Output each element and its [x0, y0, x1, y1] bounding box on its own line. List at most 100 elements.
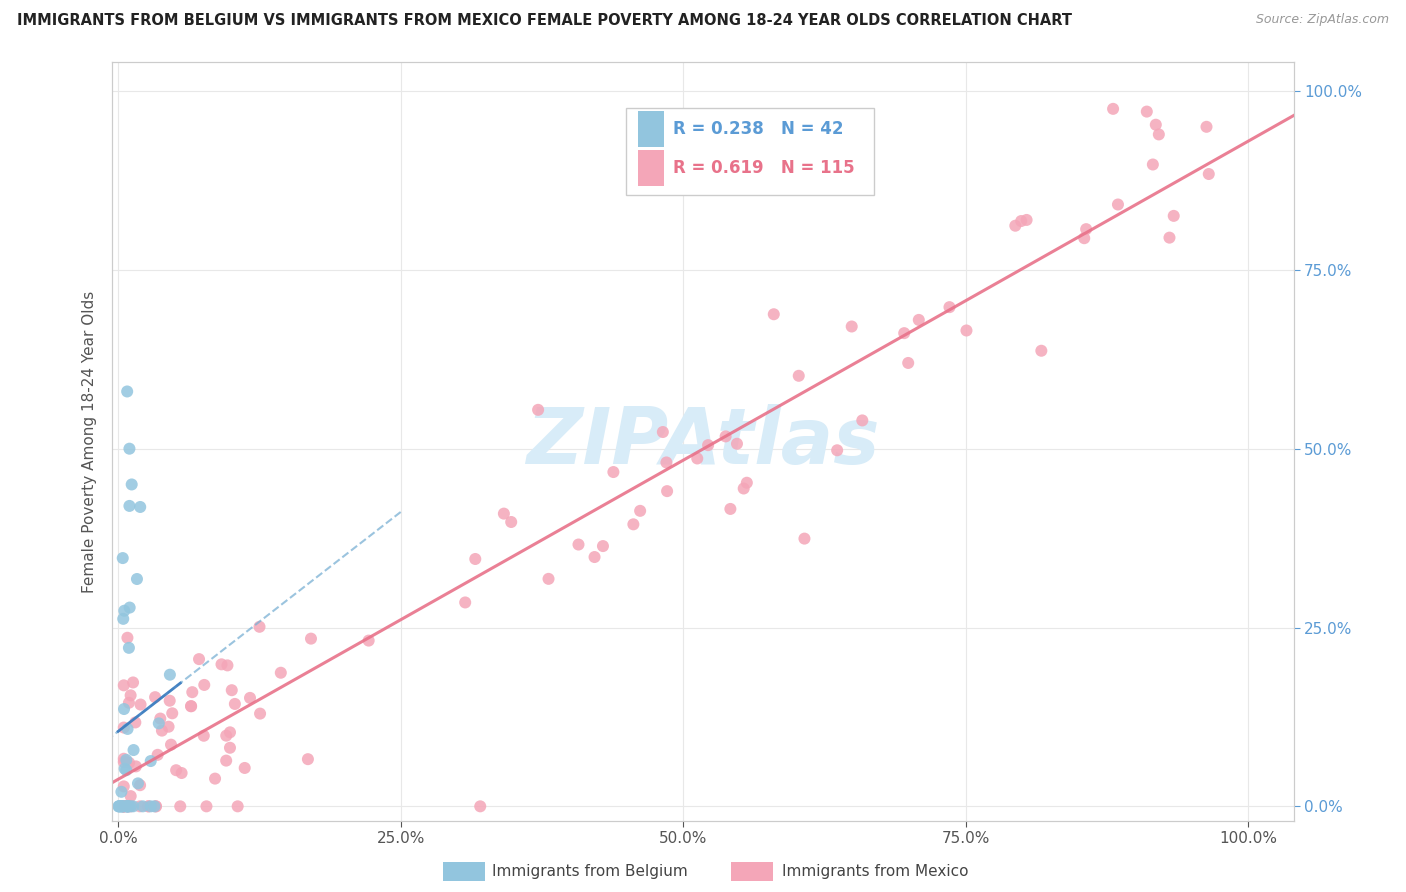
Point — [108, 799, 131, 814]
Point — [233, 761, 256, 775]
Point — [1004, 219, 1026, 233]
Point — [112, 799, 135, 814]
Point — [188, 652, 211, 666]
Point — [1159, 230, 1181, 244]
Point — [112, 780, 135, 794]
Point — [204, 772, 226, 786]
Point — [193, 729, 215, 743]
Point — [1031, 343, 1053, 358]
Point — [170, 766, 193, 780]
Point — [114, 799, 136, 814]
Point — [111, 551, 134, 566]
Point — [138, 799, 160, 814]
Point — [112, 799, 135, 814]
Point — [146, 747, 169, 762]
Point — [132, 799, 155, 814]
Point — [112, 755, 135, 769]
Point — [112, 604, 135, 618]
Point — [112, 702, 135, 716]
Point — [955, 324, 977, 338]
Point — [787, 368, 810, 383]
Point — [527, 402, 550, 417]
Point — [825, 443, 848, 458]
Point — [120, 799, 142, 814]
Point — [128, 799, 150, 814]
Point — [124, 715, 146, 730]
Point — [1195, 120, 1218, 134]
Point — [117, 799, 139, 814]
Text: R = 0.238   N = 42: R = 0.238 N = 42 — [673, 120, 844, 138]
Point — [464, 552, 486, 566]
Point — [1076, 222, 1098, 236]
Point — [454, 595, 477, 609]
Point — [129, 698, 152, 712]
Point — [592, 539, 614, 553]
Point — [118, 499, 141, 513]
Point — [150, 723, 173, 738]
Point — [686, 451, 709, 466]
Point — [628, 504, 651, 518]
Point — [1198, 167, 1220, 181]
Point — [118, 696, 141, 710]
Point — [1163, 209, 1185, 223]
Point — [118, 442, 141, 456]
Point — [136, 799, 159, 814]
Point — [120, 789, 142, 804]
Point — [655, 484, 678, 499]
Point — [725, 436, 748, 450]
Point — [149, 712, 172, 726]
Point — [115, 799, 138, 814]
Point — [501, 515, 523, 529]
Point — [112, 678, 135, 692]
Text: Source: ZipAtlas.com: Source: ZipAtlas.com — [1256, 13, 1389, 27]
Point — [125, 572, 148, 586]
Point — [117, 722, 139, 736]
Point — [108, 799, 131, 814]
Point — [215, 729, 238, 743]
Point — [1136, 104, 1159, 119]
Point — [110, 799, 132, 814]
Point — [733, 482, 755, 496]
Point — [120, 798, 142, 813]
Point — [162, 706, 184, 721]
Point — [143, 690, 166, 705]
Point — [145, 799, 167, 814]
Point — [117, 799, 139, 814]
Point — [181, 685, 204, 699]
Point — [169, 799, 191, 814]
Point — [112, 612, 135, 626]
Point — [1107, 197, 1129, 211]
Point — [907, 313, 929, 327]
Point — [112, 799, 135, 814]
Point — [159, 694, 181, 708]
Point — [121, 477, 143, 491]
Point — [226, 799, 249, 814]
Point — [492, 507, 515, 521]
Point — [117, 799, 139, 814]
Point — [115, 799, 138, 814]
Point — [211, 657, 233, 672]
Text: IMMIGRANTS FROM BELGIUM VS IMMIGRANTS FROM MEXICO FEMALE POVERTY AMONG 18-24 YEA: IMMIGRANTS FROM BELGIUM VS IMMIGRANTS FR… — [17, 13, 1071, 29]
Point — [115, 763, 138, 777]
Point — [270, 665, 292, 680]
Point — [1015, 213, 1038, 227]
Point — [297, 752, 319, 766]
Point — [1073, 231, 1095, 245]
Point — [159, 667, 181, 681]
Point — [111, 799, 134, 814]
Point — [129, 500, 152, 514]
Point — [117, 631, 139, 645]
Point — [193, 678, 215, 692]
Point — [621, 517, 644, 532]
Point — [114, 762, 136, 776]
Point — [180, 699, 202, 714]
Text: Immigrants from Mexico: Immigrants from Mexico — [782, 864, 969, 879]
Point — [111, 799, 134, 814]
Point — [112, 799, 135, 814]
Point — [118, 640, 141, 655]
Point — [148, 716, 170, 731]
Point — [893, 326, 915, 340]
Text: ZIPAtlas: ZIPAtlas — [526, 403, 880, 480]
Point — [110, 785, 132, 799]
Point — [602, 465, 624, 479]
